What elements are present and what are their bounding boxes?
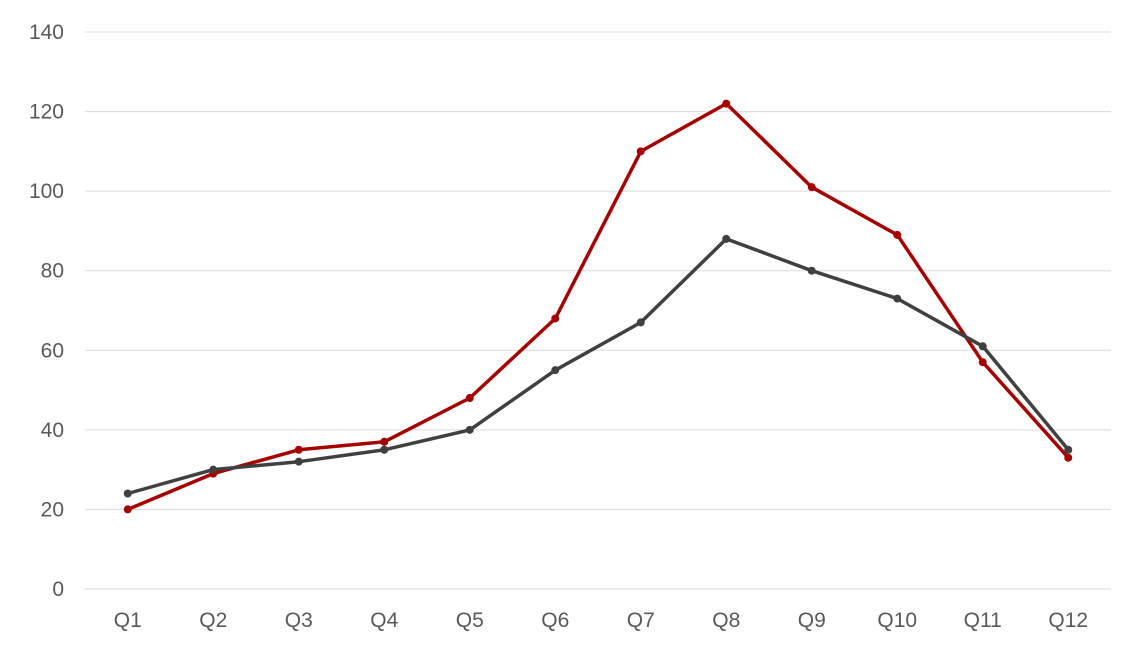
series-1-line (126, 101, 1071, 512)
y-tick-label: 100 (29, 180, 64, 203)
series-1-point (551, 314, 560, 323)
series-1-point (636, 147, 645, 156)
y-tick-label: 40 (41, 419, 64, 442)
x-tick-label: Q7 (627, 609, 655, 632)
series-1-point (380, 437, 389, 446)
x-tick-label: Q12 (1048, 609, 1088, 632)
series-2-point (551, 366, 560, 375)
x-tick-label: Q3 (285, 609, 313, 632)
series-2 (123, 234, 1073, 498)
series-1 (123, 99, 1073, 514)
series-2-point (636, 318, 645, 327)
series-2-point (722, 234, 731, 243)
series-2-point (978, 342, 987, 351)
series-1-point (807, 183, 816, 192)
x-tick-label: Q4 (370, 609, 398, 632)
x-tick-label: Q10 (877, 609, 917, 632)
x-tick-label: Q5 (456, 609, 484, 632)
x-tick-label: Q6 (541, 609, 569, 632)
series-group (123, 99, 1073, 514)
x-tick-label: Q9 (798, 609, 826, 632)
x-tick-label: Q8 (712, 609, 740, 632)
series-2-point (465, 425, 474, 434)
series-1-point (465, 394, 474, 403)
series-1-point (123, 505, 132, 514)
series-2-point (294, 457, 303, 466)
series-1-point (722, 99, 731, 108)
y-tick-label: 60 (41, 339, 64, 362)
series-2-point (380, 445, 389, 454)
y-axis-tick-labels: 0 20 40 60 80 100 120 140 (29, 21, 64, 601)
series-1-point (1064, 453, 1073, 462)
x-tick-label: Q1 (114, 609, 142, 632)
series-2-line (126, 237, 1071, 496)
series-2-point (209, 465, 218, 474)
series-2-point (893, 294, 902, 303)
x-tick-label: Q2 (199, 609, 227, 632)
y-tick-label: 20 (41, 498, 64, 521)
series-2-point (807, 266, 816, 275)
series-2-point (1064, 445, 1073, 454)
series-1-point (978, 358, 987, 367)
series-1-point (294, 445, 303, 454)
y-tick-label: 0 (52, 578, 64, 601)
series-2-point (123, 489, 132, 498)
y-gridlines (85, 31, 1111, 590)
y-tick-label: 80 (41, 260, 64, 283)
series-1-point (893, 230, 902, 239)
x-tick-label: Q11 (964, 609, 1002, 632)
y-tick-label: 120 (29, 101, 64, 124)
x-axis-tick-labels: Q1 Q2 Q3 Q4 Q5 Q6 Q7 Q8 Q9 Q10 Q11 Q12 (114, 609, 1088, 632)
y-tick-label: 140 (29, 21, 64, 44)
